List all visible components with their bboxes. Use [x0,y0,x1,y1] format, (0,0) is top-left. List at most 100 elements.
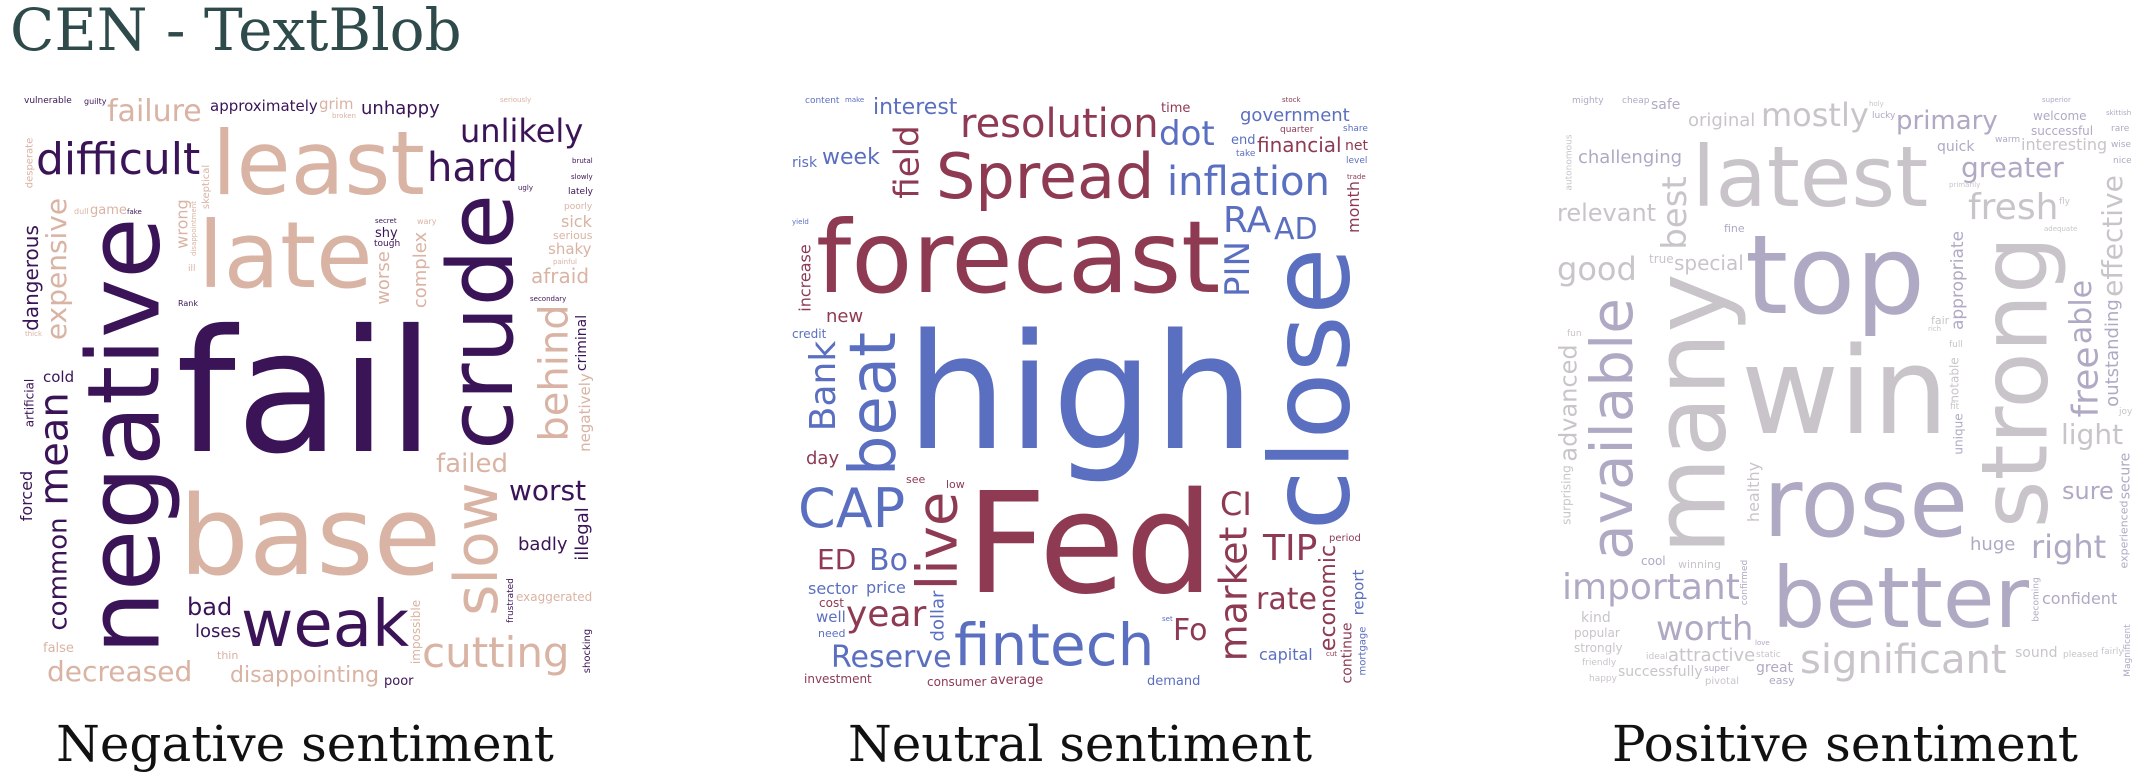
word-interesting: interesting [2021,135,2108,154]
word-false: false [43,641,74,656]
word-criminal: criminal [573,314,590,371]
word-week: week [822,145,880,170]
word-lucky: lucky [1872,111,1896,121]
word-negative: negative [65,217,183,655]
word-able: able [2063,279,2099,344]
word-bo: Bo [869,543,908,578]
word-take: take [1236,149,1256,159]
word-notable: notable [1947,357,1962,403]
negative-wordcloud: fail base negative late crude least weak slow di… [15,95,595,690]
word-cost: cost [819,596,844,610]
word-skeptical: skeptical [200,164,212,209]
word-stock: stock [1282,96,1301,104]
word-significant: significant [1800,637,2007,683]
positive-caption: Positive sentiment [1611,715,2078,773]
word-see: see [906,473,926,486]
word-becoming: becoming [2031,577,2042,622]
word-dollar: dollar [926,590,948,641]
word-happy: happy [1589,674,1617,684]
word-kind: kind [1581,610,1611,626]
word-demand: demand [1147,674,1201,689]
word-negatively: negatively [575,373,594,452]
word-fun: fun [1567,329,1582,339]
word-rich: rich [1928,325,1942,333]
word-loses: loses [195,621,241,642]
word-year: year [846,594,927,635]
word-fo: Fo [1173,613,1208,648]
word-close: close [1246,247,1370,531]
negative-wordcloud-panel: fail base negative late crude least weak slow di… [15,95,595,773]
word-ill: ill [188,264,196,274]
word-impossible: impossible [408,599,423,664]
word-frustrated: frustrated [505,578,516,623]
word-true: true [1649,252,1674,266]
word-adequate: adequate [2044,225,2078,233]
word-failed: failed [436,449,509,479]
word-risk: risk [792,155,818,171]
word-credit: credit [792,327,827,341]
word-complex: complex [409,231,431,308]
figure-title: CEN - TextBlob [10,0,462,64]
word-ra: RA [1223,200,1272,241]
word-better: better [1772,549,2030,647]
word-pivotal: pivotal [1705,676,1739,687]
word-poorly: poorly [564,202,593,212]
word-broken: broken [332,112,356,120]
word-slow: slow [441,482,512,616]
word-mostly: mostly [1761,96,1869,134]
word-wrong: wrong [172,199,192,249]
word-shy: shy [375,226,398,241]
word-outstanding: outstanding [2101,299,2123,407]
word-dot: dot [1159,114,1215,154]
word-thick: thick [25,330,43,338]
word-fed: Fed [966,463,1214,626]
word-great: great [1756,660,1794,676]
word-healthy: healthy [1743,461,1763,522]
word-fairly: fairly [2101,647,2124,657]
word-rose: rose [1763,447,1969,559]
word-poor: poor [384,674,414,689]
word-artificial: artificial [21,378,36,427]
word-effective: effective [2095,175,2129,297]
word-ci: CI [1220,485,1252,523]
word-behind: behind [531,304,578,442]
word-relevant: relevant [1557,199,1657,227]
word-inflation: inflation [1167,159,1330,205]
word-successfully: successfully [1618,664,1703,680]
word-time: time [1161,101,1191,116]
word-lately: lately [568,187,593,197]
word-approximately: approximately [210,97,318,115]
word-fake: fake [127,208,142,216]
word-bad: bad [187,593,233,621]
word-confirmed: confirmed [1739,559,1750,605]
word-shaky: shaky [548,240,592,258]
word-good: good [1557,250,1637,288]
word-afraid: afraid [531,264,590,288]
word-failure: failure [107,95,202,129]
word-price: price [866,578,906,597]
word-rank: Rank [178,299,198,308]
word-base: base [179,472,442,600]
word-decreased: decreased [47,655,193,688]
word-make: make [845,96,865,104]
word-investment: investment [804,672,872,686]
word-cut: cut [1326,650,1338,658]
word-rate: rate [1256,582,1317,617]
word-autonomous: autonomous [1564,134,1575,191]
word-cap: CAP [798,477,906,540]
word-sure: sure [2062,477,2114,505]
word-market: market [1210,526,1255,661]
word-safe: safe [1651,97,1681,113]
word-forecast: forecast [816,199,1221,316]
word-dangerous: dangerous [18,225,43,331]
word-dull: dull [74,207,89,216]
word-attractive: attractive [1668,645,1756,666]
word-field: field [887,125,928,199]
word-greater: greater [1961,151,2064,184]
word-reserve: Reserve [831,640,952,675]
word-hard: hard [427,145,518,191]
word-day: day [806,448,840,469]
word-special: special [1674,251,1744,275]
word-shocking: shocking [581,628,593,673]
word-best: best [1654,176,1695,250]
